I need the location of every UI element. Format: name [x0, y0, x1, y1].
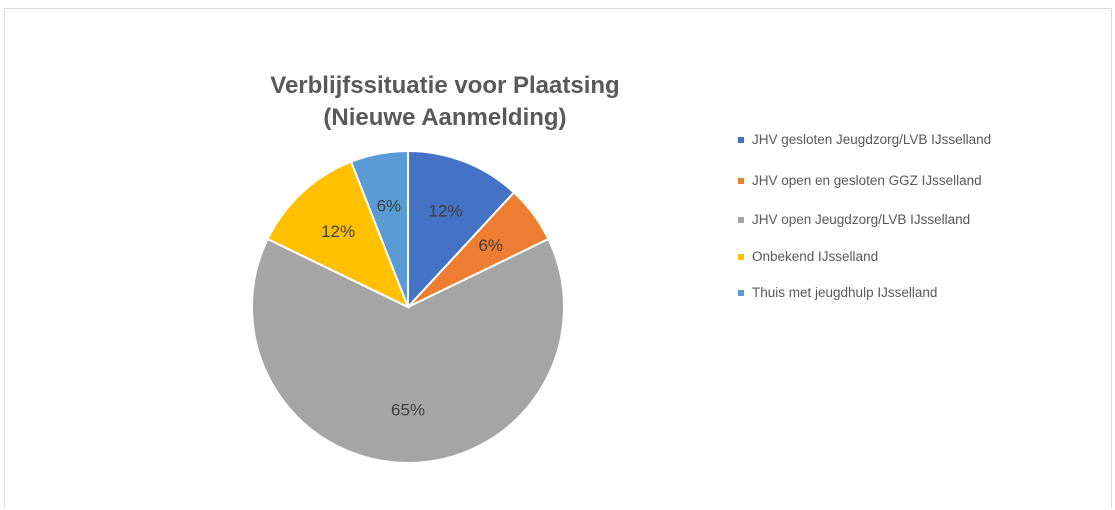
pie-slice-thuis-met-jeugdhulp	[349, 149, 409, 308]
legend-label: JHV open Jeugdzorg/LVB IJsselland	[752, 212, 971, 227]
legend-label: Onbekend IJsselland	[752, 249, 879, 264]
legend-item-jhv-open-jeugdzorg: JHV open Jeugdzorg/LVB IJsselland	[738, 210, 1018, 229]
legend-swatch	[738, 217, 744, 223]
legend-swatch	[738, 137, 744, 143]
legend-item-onbekend: Onbekend IJsselland	[738, 247, 1018, 266]
legend-label: Thuis met jeugdhulp IJsselland	[752, 285, 938, 300]
pie-slice-jhv-gesloten-jeugdzorg	[407, 149, 516, 310]
legend-item-jhv-gesloten-jeugdzorg: JHV gesloten Jeugdzorg/LVB IJsselland	[738, 130, 1018, 168]
data-label-jhv-open-jeugdzorg: 65%	[391, 400, 425, 419]
legend: JHV gesloten Jeugdzorg/LVB IJsselland JH…	[738, 130, 1018, 302]
pie-slice-jhv-open-jeugdzorg	[251, 237, 565, 464]
legend-item-thuis-met-jeugdhulp: Thuis met jeugdhulp IJsselland	[738, 283, 1018, 302]
chart-title-line-2: (Nieuwe Aanmelding)	[323, 104, 567, 131]
data-label-thuis-met-jeugdhulp: 6%	[377, 196, 402, 215]
data-label-onbekend: 12%	[321, 222, 355, 241]
pie-slice-onbekend	[266, 160, 410, 310]
data-label-jhv-gesloten-jeugdzorg: 12%	[429, 202, 463, 221]
chart-title-line-1: Verblijfssituatie voor Plaatsing	[270, 72, 620, 99]
legend-swatch	[738, 254, 744, 260]
legend-label: JHV gesloten Jeugdzorg/LVB IJsselland	[752, 132, 992, 147]
legend-swatch	[738, 290, 744, 296]
data-label-jhv-open-gesloten-ggz: 6%	[478, 236, 503, 255]
chart-title: Verblijfssituatie voor Plaatsing (Nieuwe…	[250, 70, 640, 134]
legend-item-jhv-open-gesloten-ggz: JHV open en gesloten GGZ IJsselland	[738, 171, 1018, 209]
legend-label: JHV open en gesloten GGZ IJsselland	[752, 173, 982, 188]
legend-swatch	[738, 178, 744, 184]
chart-frame	[4, 8, 1112, 508]
